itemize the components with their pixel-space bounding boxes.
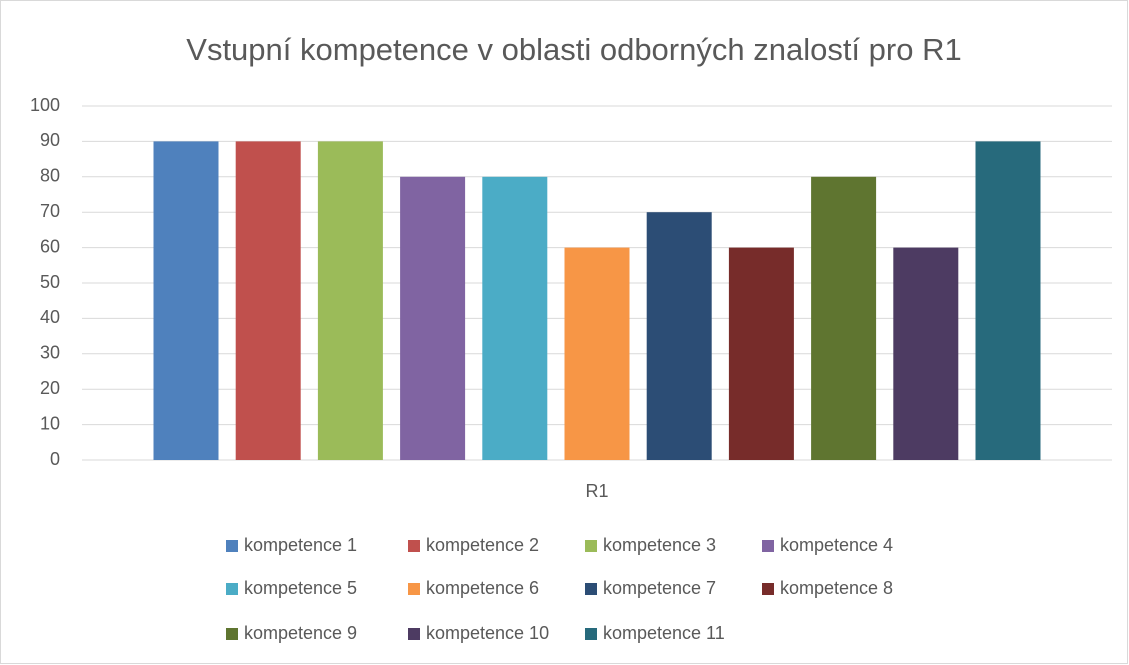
legend-label: kompetence 6	[426, 578, 539, 598]
bar	[400, 176, 466, 461]
y-tick-label: 90	[40, 130, 60, 150]
legend-label: kompetence 2	[426, 535, 539, 555]
bar	[728, 247, 794, 460]
x-tick-label: R1	[585, 481, 608, 501]
legend-swatch	[585, 583, 597, 595]
legend-swatch	[226, 628, 238, 640]
legend-label: kompetence 1	[244, 535, 357, 555]
bar	[317, 141, 383, 460]
y-tick-label: 60	[40, 236, 60, 256]
bar	[811, 176, 877, 461]
legend-swatch	[408, 540, 420, 552]
legend-swatch	[226, 583, 238, 595]
bar	[153, 141, 219, 460]
y-tick-label: 10	[40, 413, 60, 433]
bar	[564, 247, 630, 460]
legend-swatch	[408, 583, 420, 595]
legend-label: kompetence 10	[426, 623, 549, 643]
legend-swatch	[585, 628, 597, 640]
y-tick-label: 80	[40, 166, 60, 186]
legend-swatch	[408, 628, 420, 640]
bar	[975, 141, 1041, 460]
legend-label: kompetence 8	[780, 578, 893, 598]
bar	[482, 176, 548, 461]
chart-title: Vstupní kompetence v oblasti odborných z…	[186, 32, 961, 67]
bar	[646, 212, 712, 460]
y-tick-label: 70	[40, 201, 60, 221]
y-tick-label: 40	[40, 307, 60, 327]
legend-label: kompetence 3	[603, 535, 716, 555]
legend-label: kompetence 11	[603, 623, 725, 643]
y-tick-label: 100	[30, 95, 60, 115]
bar	[235, 141, 301, 460]
legend-label: kompetence 7	[603, 578, 716, 598]
y-tick-label: 50	[40, 272, 60, 292]
y-tick-label: 20	[40, 378, 60, 398]
legend-swatch	[226, 540, 238, 552]
legend-swatch	[762, 540, 774, 552]
legend-label: kompetence 5	[244, 578, 357, 598]
legend-swatch	[585, 540, 597, 552]
y-tick-label: 0	[50, 449, 60, 469]
legend-label: kompetence 4	[780, 535, 893, 555]
y-tick-label: 30	[40, 343, 60, 363]
bar	[893, 247, 959, 460]
legend-label: kompetence 9	[244, 623, 357, 643]
legend-swatch	[762, 583, 774, 595]
